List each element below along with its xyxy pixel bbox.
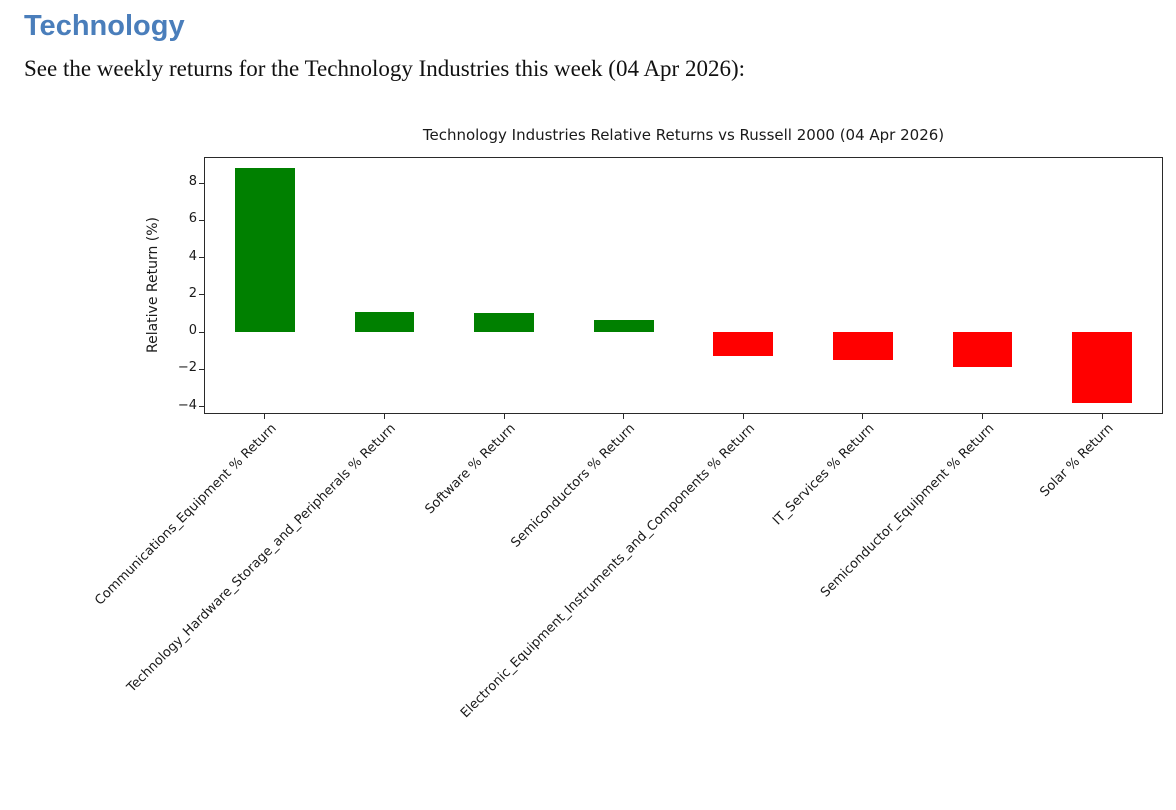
- x-tick-mark: [623, 413, 625, 419]
- x-tick-label: Electronic_Equipment_Instruments_and_Com…: [457, 421, 758, 722]
- x-tick-mark: [383, 413, 385, 419]
- intro-text: See the weekly returns for the Technolog…: [24, 56, 746, 81]
- page-title: Technology: [24, 10, 185, 42]
- y-tick-label: 2: [188, 285, 197, 301]
- bar: [952, 332, 1013, 368]
- bar: [833, 332, 893, 360]
- bar: [474, 312, 534, 332]
- y-tick-mark: [199, 331, 205, 333]
- y-tick-label: −4: [177, 397, 197, 413]
- x-tick-mark: [1101, 413, 1103, 419]
- y-tick-mark: [199, 368, 205, 370]
- plot-area: [204, 157, 1163, 414]
- x-tick-mark: [862, 413, 864, 419]
- y-tick-mark: [199, 257, 205, 259]
- chart-title: Technology Industries Relative Returns v…: [422, 126, 945, 144]
- y-tick-mark: [199, 294, 205, 296]
- bar: [1072, 332, 1133, 403]
- x-tick-label: Semiconductors % Return: [508, 421, 639, 551]
- bar: [713, 332, 774, 357]
- x-tick-label: Solar % Return: [1037, 421, 1117, 501]
- y-tick-label: −2: [177, 360, 197, 376]
- y-tick-label: 8: [188, 174, 197, 190]
- bar: [234, 168, 295, 332]
- x-tick-mark: [264, 413, 266, 419]
- y-tick-label: 4: [188, 248, 197, 264]
- bar: [354, 311, 415, 333]
- y-tick-label: 0: [188, 323, 197, 338]
- x-tick-label: IT_Services % Return: [770, 421, 878, 529]
- x-tick-label: Technology_Hardware_Storage_and_Peripher…: [124, 421, 400, 696]
- bar: [593, 319, 654, 332]
- x-tick-mark: [503, 413, 505, 419]
- x-tick-label: Communications_Equipment % Return: [91, 421, 280, 609]
- y-tick-label: 6: [188, 211, 197, 227]
- x-tick-mark: [982, 413, 984, 419]
- y-tick-mark: [199, 406, 205, 407]
- y-tick-mark: [199, 182, 205, 184]
- y-tick-mark: [199, 219, 205, 221]
- x-tick-label: Software % Return: [422, 421, 519, 518]
- x-tick-mark: [742, 413, 744, 419]
